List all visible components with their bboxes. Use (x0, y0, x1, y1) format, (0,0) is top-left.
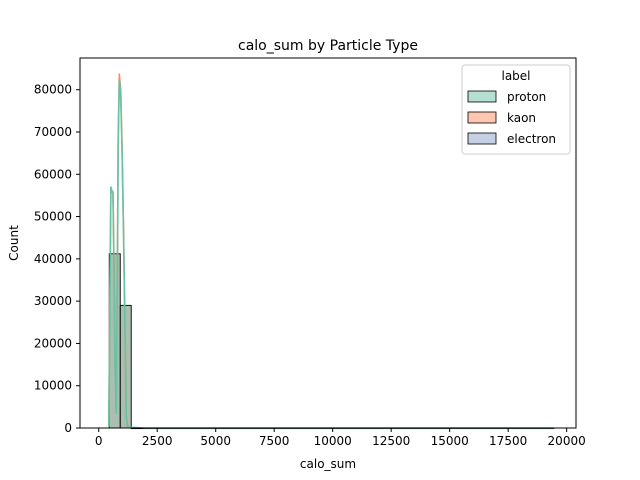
y-tick-label-2: 20000 (34, 336, 72, 350)
x-tick-label-0: 0 (95, 434, 103, 448)
y-tick-label-4: 40000 (34, 252, 72, 266)
y-axis: 0 10000 20000 30000 40000 50000 60000 70000 8000… (34, 83, 80, 435)
y-tick-label-3: 30000 (34, 294, 72, 308)
legend-label-kaon: kaon (507, 111, 536, 125)
legend-swatch-proton (468, 91, 496, 102)
y-tick-label-5: 50000 (34, 210, 72, 224)
x-tick-label-2: 5000 (200, 434, 231, 448)
legend-swatch-electron (468, 133, 496, 144)
legend-label-proton: proton (507, 90, 546, 104)
y-axis-label: Count (7, 225, 21, 261)
y-tick-label-6: 60000 (34, 167, 72, 181)
y-tick-label-8: 80000 (34, 83, 72, 97)
x-tick-label-8: 20000 (548, 434, 586, 448)
x-tick-label-7: 17500 (489, 434, 527, 448)
chart-title: calo_sum by Particle Type (238, 38, 418, 54)
x-tick-label-1: 2500 (142, 434, 173, 448)
y-tick-label-7: 70000 (34, 125, 72, 139)
legend-label-electron: electron (507, 132, 556, 146)
legend-swatch-kaon (468, 112, 496, 123)
x-tick-label-5: 12500 (372, 434, 410, 448)
y-tick-label-1: 10000 (34, 379, 72, 393)
x-tick-label-6: 15000 (431, 434, 469, 448)
legend: label proton kaon electron (462, 65, 570, 154)
y-tick-label-0: 0 (64, 421, 72, 435)
x-axis: 0 2500 5000 7500 10000 12500 15000 17500 20000 (95, 428, 586, 448)
x-tick-label-3: 7500 (259, 434, 290, 448)
x-axis-label: calo_sum (300, 457, 356, 471)
legend-title: label (501, 69, 530, 83)
x-tick-label-4: 10000 (314, 434, 352, 448)
